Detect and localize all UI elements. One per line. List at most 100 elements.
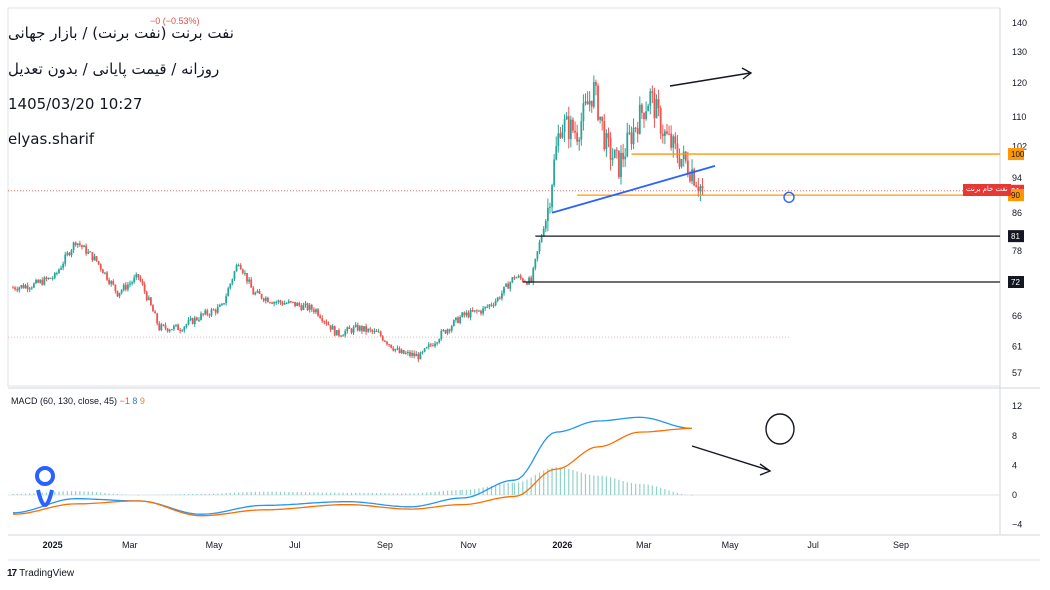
- signal-value: 8: [132, 396, 138, 406]
- candle-body: [546, 207, 549, 222]
- candle-body: [674, 136, 677, 144]
- histogram-bar: [233, 492, 236, 495]
- histogram-bar: [242, 492, 244, 495]
- histogram-bar: [229, 492, 231, 495]
- histogram-bar: [250, 491, 252, 495]
- candle-body: [592, 82, 595, 107]
- candle-body: [655, 99, 658, 119]
- chart-datetime: 1405/03/20 10:27: [8, 95, 143, 113]
- histogram-bar: [547, 468, 549, 495]
- time-axis: 2025 Mar May Jul Sep Nov 2026 Mar May Jul Sep: [43, 540, 909, 550]
- histogram-bar: [20, 493, 22, 495]
- candle-body: [555, 146, 558, 160]
- candle-body: [333, 326, 336, 336]
- histogram-bar: [137, 495, 139, 496]
- price-tick-label: 140: [1012, 18, 1027, 28]
- candle-body: [450, 326, 453, 331]
- histogram-bar: [100, 492, 102, 495]
- histogram-bar: [187, 493, 190, 495]
- histogram-bar: [104, 492, 106, 495]
- candle-body: [129, 283, 131, 285]
- histogram-bar: [54, 491, 56, 495]
- candle-body: [444, 330, 447, 334]
- price-tick-label: 66: [1012, 311, 1022, 321]
- candle-body: [356, 324, 359, 331]
- candle-body: [39, 280, 42, 283]
- candle-body: [189, 318, 192, 320]
- price-label-note: نفت خام برنت: [963, 184, 1011, 196]
- candle-body: [448, 329, 451, 331]
- candle-body: [335, 329, 338, 336]
- histogram-bar: [208, 493, 210, 495]
- candle-body: [475, 310, 478, 312]
- candle-body: [225, 296, 228, 304]
- histogram-bar: [217, 493, 219, 495]
- candle-body: [131, 282, 133, 284]
- candle-body: [60, 267, 62, 270]
- time-tick-label: Jul: [289, 540, 301, 550]
- macd-line: [12, 416, 692, 515]
- candle-body: [81, 245, 83, 248]
- macd-legend[interactable]: MACD (60, 130, close, 45) −1 8 9: [11, 396, 145, 406]
- candle-body: [325, 321, 328, 324]
- time-tick-label: Nov: [460, 540, 477, 550]
- candle-body: [480, 310, 482, 314]
- candle-body: [618, 150, 620, 178]
- histogram-bar: [171, 494, 173, 495]
- candle-body: [310, 305, 313, 310]
- histogram-bar: [551, 467, 553, 495]
- candle-body: [597, 85, 599, 120]
- candle-body: [93, 256, 96, 261]
- histogram-value: 9: [139, 396, 145, 406]
- candle-body: [183, 326, 186, 331]
- macd-tick-label: 0: [1012, 490, 1017, 500]
- candle-body: [160, 324, 163, 331]
- histogram-bar: [79, 491, 81, 495]
- candle-body: [321, 318, 324, 322]
- histogram-bar: [511, 482, 513, 495]
- candle-body: [503, 286, 505, 294]
- candle-body: [342, 335, 345, 337]
- candle-body: [204, 310, 207, 315]
- histogram-bar: [254, 491, 256, 495]
- candle-body: [388, 344, 390, 346]
- histogram-bar: [593, 475, 595, 495]
- candle-body: [187, 319, 190, 325]
- histogram-bar: [430, 492, 432, 495]
- candle-body: [85, 245, 88, 254]
- time-tick-label: Mar: [636, 540, 652, 550]
- candle-body: [682, 151, 685, 160]
- candle-body: [235, 265, 238, 272]
- candle-body: [41, 280, 44, 285]
- price-tick-label: 102: [1012, 141, 1027, 151]
- candle-body: [120, 290, 123, 293]
- histogram-bar: [618, 479, 620, 495]
- crossover-circle: [765, 413, 795, 445]
- candle-body: [22, 285, 25, 289]
- candle-body: [223, 303, 225, 305]
- candle-body: [281, 302, 284, 305]
- candle-body: [381, 336, 384, 341]
- candle-body: [269, 302, 271, 304]
- candle-body: [139, 277, 142, 282]
- time-tick-label: Sep: [377, 540, 393, 550]
- histogram-bar: [346, 492, 348, 495]
- histogram-bar: [384, 493, 386, 495]
- candle-body: [402, 350, 405, 354]
- candle-body: [323, 321, 326, 323]
- candle-body: [114, 284, 117, 291]
- candle-body: [432, 345, 434, 347]
- candle-body: [271, 302, 273, 304]
- histogram-bar: [609, 477, 612, 495]
- level-label-72: 72: [1011, 278, 1020, 287]
- price-change: −0 (−0.53%): [150, 16, 200, 26]
- histogram-bar: [300, 492, 302, 495]
- candle-body: [421, 351, 424, 353]
- tradingview-logo[interactable]: 17 TradingView: [7, 568, 74, 579]
- candle-body: [649, 91, 652, 106]
- candle-body: [697, 186, 700, 192]
- candle-body: [354, 324, 357, 328]
- candle-body: [306, 303, 309, 310]
- histogram-bar: [605, 476, 607, 495]
